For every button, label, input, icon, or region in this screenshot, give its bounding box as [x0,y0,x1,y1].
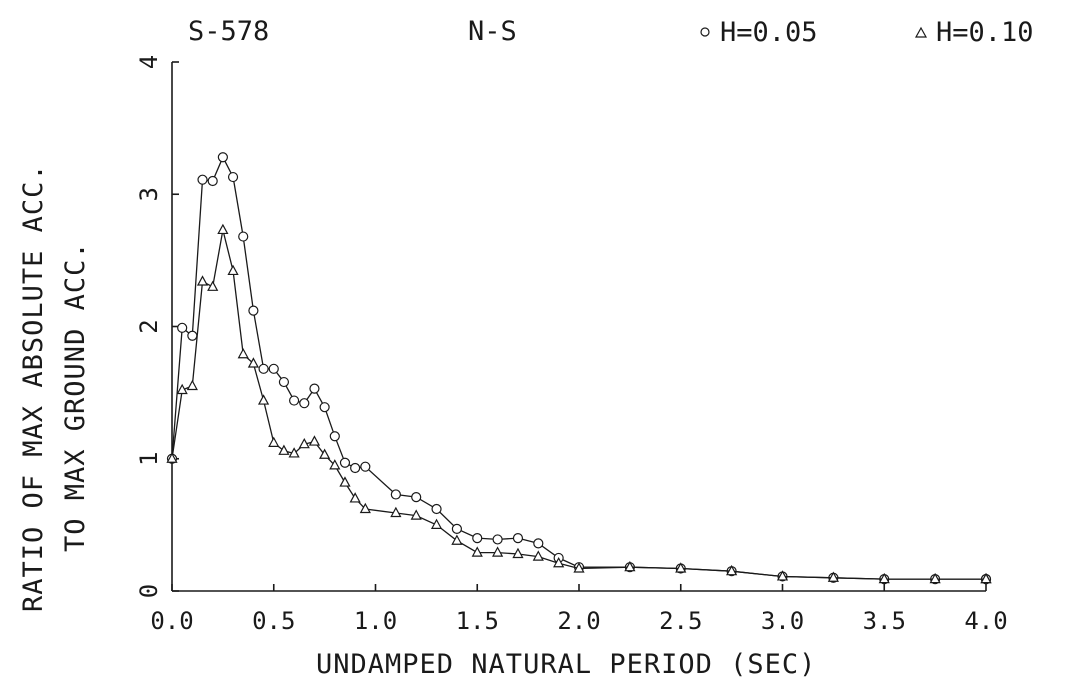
data-point-h010 [176,383,188,395]
data-point-h010 [196,275,209,286]
y-axis-label-line2: TO MAX GROUND ACC. [60,241,91,552]
station-label: S-578 [188,16,269,47]
data-point-h010 [339,476,351,487]
x-tick-label: 3.0 [761,607,804,635]
data-point-h010 [726,564,738,576]
y-tick-label: 4 [135,55,163,69]
data-point-h005 [238,231,249,242]
data-point-h010 [624,560,636,572]
y-tick-label: 0 [135,584,163,598]
data-point-h005 [207,175,218,187]
data-point-h010 [186,379,198,391]
data-point-h010 [359,502,371,514]
data-point-h005 [177,322,188,333]
y-tick-label: 3 [135,187,163,201]
data-point-h010 [430,518,443,529]
data-point-h005 [350,462,361,474]
data-point-h010 [329,459,341,470]
data-point-h010 [308,435,321,446]
data-point-h010 [298,437,310,449]
data-point-h005 [472,532,483,544]
data-point-h005 [533,538,544,549]
data-point-h010 [573,562,585,573]
data-point-h010 [237,348,249,359]
data-point-h010 [980,572,992,584]
x-axis-label: UNDAMPED NATURAL PERIOD (SEC) [316,649,816,680]
data-point-h005 [309,383,320,394]
data-point-h010 [532,550,544,561]
legend-triangle-marker [914,26,928,38]
data-point-h010 [491,546,504,557]
data-point-h010 [278,444,290,455]
series-layer [166,152,992,585]
y-axis-label-line1: RATIO OF MAX ABSOLUTE ACC. [18,163,49,612]
data-point-h010 [776,570,789,581]
legend-label-h010: H=0.10 [936,17,1034,48]
data-point-h010 [512,547,524,559]
component-label: N-S [468,16,517,47]
data-point-h005 [451,523,462,534]
x-tick-label: 3.5 [863,607,906,635]
data-point-h010 [451,534,463,545]
x-tick-label: 0.0 [150,607,193,635]
series-line-h010 [171,229,986,580]
data-point-h010 [675,562,687,573]
data-point-h005 [197,174,208,185]
y-tick-label: 2 [135,319,163,333]
data-point-h010 [257,394,270,405]
x-tick-label: 2.0 [557,607,600,635]
data-point-h010 [247,357,260,368]
data-point-h005 [492,534,503,545]
data-point-h005 [217,152,228,163]
data-point-h005 [248,305,259,316]
data-point-h005 [319,402,330,413]
data-point-h005 [299,398,310,409]
data-point-h010 [349,492,361,503]
data-point-h010 [929,572,941,584]
data-point-h005 [390,489,401,500]
x-tick-label: 1.0 [354,607,397,635]
data-point-h005 [329,431,340,442]
data-point-h010 [268,436,280,447]
data-point-h010 [288,447,300,458]
legend: H=0.05 H=0.10 [700,17,1034,48]
data-point-h005 [411,492,422,503]
data-point-h005 [187,330,198,341]
data-point-h010 [227,264,239,276]
data-point-h010 [827,571,839,582]
data-point-h010 [553,556,565,568]
data-point-h010 [878,572,890,584]
legend-circle-marker [700,27,710,37]
y-tick-label: 1 [135,452,163,466]
data-point-h005 [268,363,279,374]
series-line-h005 [171,155,986,580]
ticks-layer: 0.0 0.5 1.0 1.5 2.0 2.5 3.0 3.5 4.0 0 1 2 3 4 [135,55,1008,635]
x-tick-label: 1.5 [456,607,499,635]
data-point-h010 [207,280,219,291]
legend-label-h005: H=0.05 [720,17,818,48]
data-point-h010 [471,546,483,557]
data-point-h005 [360,461,371,472]
data-point-h010 [319,448,331,459]
x-tick-label: 0.5 [252,607,295,635]
x-tick-label: 4.0 [964,607,1007,635]
x-tick-label: 2.5 [659,607,702,635]
data-point-h005 [278,376,290,388]
data-point-h005 [339,457,351,468]
data-point-h005 [512,532,524,544]
data-point-h010 [217,223,229,235]
data-point-h010 [410,509,422,520]
data-point-h005 [289,395,300,406]
data-point-h005 [258,363,269,374]
data-point-h010 [166,452,178,463]
data-point-h005 [227,171,239,183]
data-point-h005 [431,503,442,515]
data-point-h010 [390,506,402,518]
